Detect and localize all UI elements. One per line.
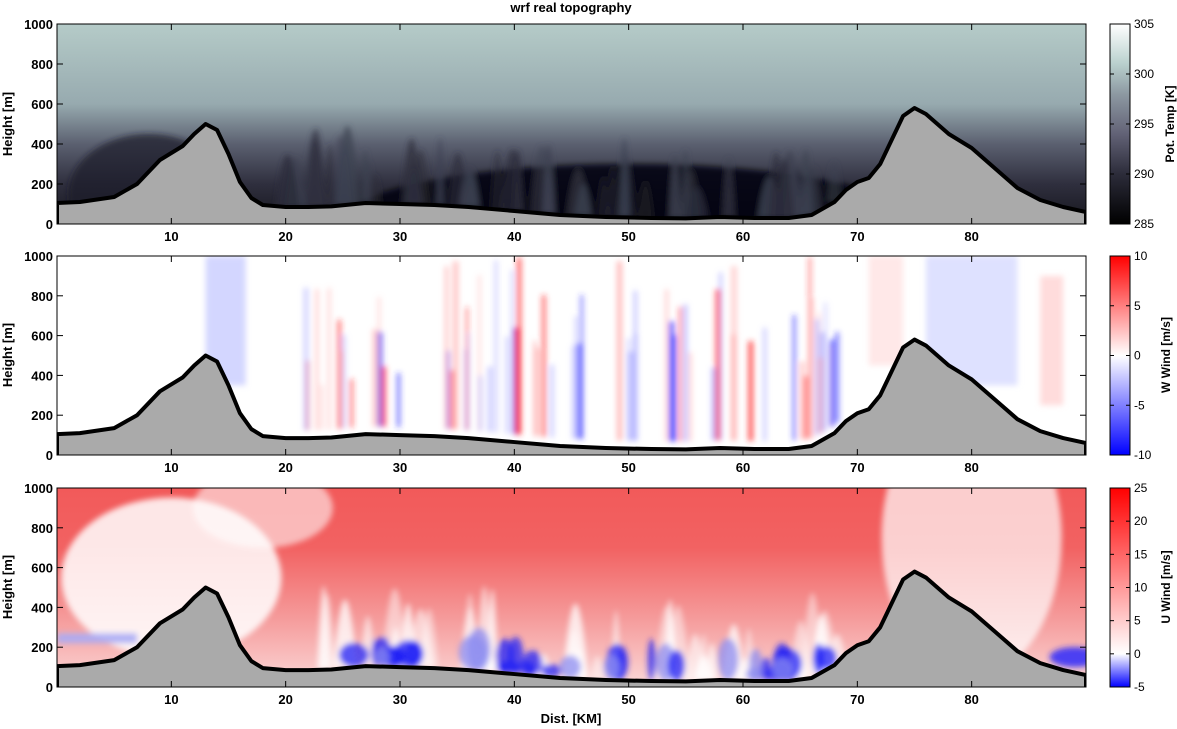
x-axis-ticks: 10 20 30 40 50 60 70 80 xyxy=(164,24,979,244)
colorbar-ticks: 285 290 295 300 305 xyxy=(1110,17,1154,231)
y-tick-label: 600 xyxy=(31,97,53,112)
x-tick-label: 80 xyxy=(964,460,978,475)
colorbar-tick-label: -10 xyxy=(1134,448,1152,462)
y-tick-label: 1000 xyxy=(24,481,53,496)
x-tick-label: 40 xyxy=(507,229,521,244)
x-axis-ticks: 10 20 30 40 50 60 70 80 xyxy=(164,256,979,475)
u-wind-field xyxy=(57,488,1086,687)
x-axis-ticks: 10 20 30 40 50 60 70 80 xyxy=(164,488,979,707)
colorbar-label: U Wind [m/s] xyxy=(1159,550,1173,623)
colorbar-label: Pot. Temp [K] xyxy=(1163,85,1177,162)
y-tick-label: 1000 xyxy=(24,17,53,32)
x-tick-label: 30 xyxy=(393,229,407,244)
colorbar-tick-label: -5 xyxy=(1134,680,1145,694)
x-tick-label: 50 xyxy=(621,692,635,707)
y-tick-label: 200 xyxy=(31,640,53,655)
colorbar-tick-label: 5 xyxy=(1134,614,1141,628)
x-tick-label: 10 xyxy=(164,460,178,475)
panel-potential-temperature: 10 20 30 40 50 60 70 80 0 200 400 600 800 1000 Heigh… xyxy=(0,17,1177,244)
y-tick-label: 0 xyxy=(46,448,53,463)
colorbar-tick-label: 20 xyxy=(1134,514,1148,528)
y-axis-ticks: 0 200 400 600 800 1000 xyxy=(24,17,1086,232)
y-tick-label: 400 xyxy=(31,368,53,383)
x-tick-label: 40 xyxy=(507,692,521,707)
x-tick-label: 20 xyxy=(278,229,292,244)
y-tick-label: 600 xyxy=(31,329,53,344)
y-tick-label: 1000 xyxy=(24,249,53,264)
y-tick-label: 400 xyxy=(31,137,53,152)
x-tick-label: 80 xyxy=(964,229,978,244)
x-tick-label: 70 xyxy=(850,692,864,707)
colorbar-ticks: -5 0 5 10 15 20 25 xyxy=(1110,481,1148,694)
y-tick-label: 800 xyxy=(31,289,53,304)
x-tick-label: 20 xyxy=(278,460,292,475)
x-tick-label: 70 xyxy=(850,460,864,475)
x-tick-label: 60 xyxy=(736,229,750,244)
colorbar-tick-label: 290 xyxy=(1134,167,1154,181)
plot-frame xyxy=(56,255,1087,456)
colorbar-tick-label: 0 xyxy=(1134,647,1141,661)
colorbar-label: W Wind [m/s] xyxy=(1159,317,1173,393)
terrain-profile xyxy=(57,569,1086,687)
y-axis-label: Height [m] xyxy=(0,92,15,156)
colorbar-ticks: -10 -5 0 5 10 xyxy=(1110,249,1152,462)
y-tick-label: 0 xyxy=(46,680,53,695)
y-tick-label: 200 xyxy=(31,408,53,423)
x-tick-label: 40 xyxy=(507,460,521,475)
terrain-profile xyxy=(57,106,1086,224)
colorbar-tick-label: 15 xyxy=(1134,547,1148,561)
figure-title: wrf real topography xyxy=(509,0,632,15)
x-tick-label: 10 xyxy=(164,692,178,707)
colorbar-tick-label: 300 xyxy=(1134,67,1154,81)
x-tick-label: 30 xyxy=(393,460,407,475)
x-tick-label: 30 xyxy=(393,692,407,707)
terrain-profile xyxy=(57,337,1086,455)
colorbar-tick-label: 25 xyxy=(1134,481,1148,495)
y-tick-label: 600 xyxy=(31,561,53,576)
x-tick-label: 60 xyxy=(736,692,750,707)
y-tick-label: 0 xyxy=(46,217,53,232)
colorbar-tick-label: -5 xyxy=(1134,398,1145,412)
y-axis-label: Height [m] xyxy=(0,323,15,387)
y-axis-ticks: 0 200 400 600 800 1000 xyxy=(24,249,1086,463)
w-wind-field xyxy=(57,256,1086,455)
x-tick-label: 50 xyxy=(621,460,635,475)
x-tick-label: 70 xyxy=(850,229,864,244)
y-axis-label: Height [m] xyxy=(0,555,15,619)
x-tick-label: 10 xyxy=(164,229,178,244)
colorbar-tick-label: 295 xyxy=(1134,117,1154,131)
x-tick-label: 80 xyxy=(964,692,978,707)
plot-frame xyxy=(56,23,1087,225)
colorbar-tick-label: 5 xyxy=(1134,299,1141,313)
y-tick-label: 800 xyxy=(31,57,53,72)
x-axis-label: Dist. [KM] xyxy=(541,711,602,726)
u-wind-structures xyxy=(57,488,1086,682)
temperature-field xyxy=(57,24,1086,224)
x-tick-label: 50 xyxy=(621,229,635,244)
colorbar-tick-label: 0 xyxy=(1134,349,1141,363)
y-axis-ticks: 0 200 400 600 800 1000 xyxy=(24,481,1086,695)
y-tick-label: 400 xyxy=(31,600,53,615)
colorbar-tick-label: 10 xyxy=(1134,249,1148,263)
colorbar-tick-label: 305 xyxy=(1134,17,1154,31)
plot-frame xyxy=(56,487,1087,688)
colorbar-tick-label: 285 xyxy=(1134,217,1154,231)
x-tick-label: 60 xyxy=(736,460,750,475)
colorbar-tick-label: 10 xyxy=(1134,581,1148,595)
y-tick-label: 800 xyxy=(31,521,53,536)
y-tick-label: 200 xyxy=(31,177,53,192)
x-tick-label: 20 xyxy=(278,692,292,707)
